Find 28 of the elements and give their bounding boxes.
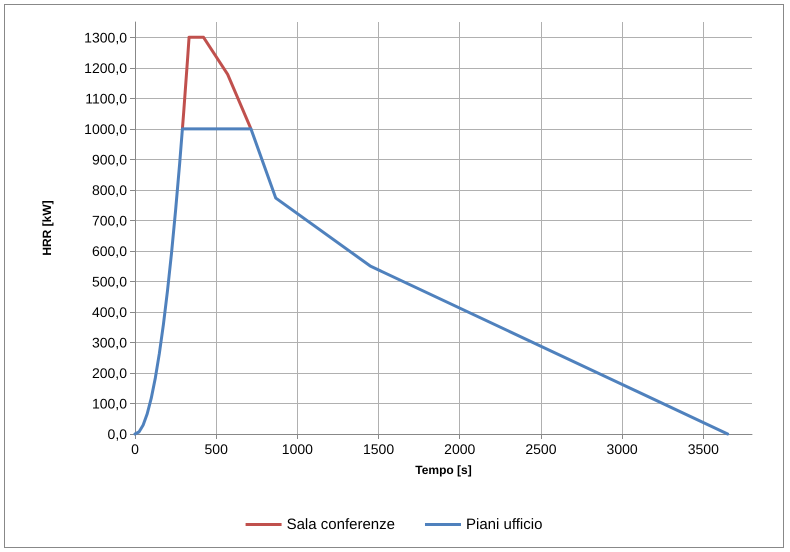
y-tick-label: 0,0 bbox=[108, 426, 128, 442]
y-tick-label: 700,0 bbox=[92, 212, 128, 228]
x-tick-label: 1000 bbox=[282, 441, 314, 457]
y-tick-label: 800,0 bbox=[92, 182, 128, 198]
y-tick-label: 900,0 bbox=[92, 151, 128, 168]
y-tick-label: 100,0 bbox=[92, 395, 128, 412]
y-tick-label: 1000,0 bbox=[84, 120, 128, 137]
x-tick-label: 3500 bbox=[688, 441, 720, 457]
legend-label: Piani ufficio bbox=[466, 516, 542, 533]
x-tick-label: 500 bbox=[204, 441, 228, 457]
y-tick-label: 600,0 bbox=[92, 242, 128, 259]
y-tick-label: 200,0 bbox=[92, 364, 128, 381]
x-tick-label: 2000 bbox=[444, 441, 476, 457]
x-tick-label: 3000 bbox=[606, 441, 638, 457]
y-tick-label: 300,0 bbox=[92, 334, 128, 350]
x-tick-label: 2500 bbox=[525, 441, 557, 457]
y-tick-label: 1100,0 bbox=[85, 90, 128, 106]
line-series bbox=[180, 36, 252, 130]
y-axis-title: HRR [kW] bbox=[40, 200, 54, 256]
y-tick-label: 500,0 bbox=[92, 273, 128, 290]
y-tick-label: 400,0 bbox=[92, 304, 128, 320]
legend-label: Sala conferenze bbox=[286, 516, 395, 533]
x-axis-title: Tempo [s] bbox=[415, 463, 472, 477]
x-tick-label: 0 bbox=[131, 441, 140, 457]
y-tick-label: 1300,0 bbox=[84, 29, 128, 46]
y-tick-label: 1200,0 bbox=[84, 60, 128, 76]
line-series bbox=[134, 127, 730, 436]
x-tick-label: 1500 bbox=[362, 441, 394, 457]
